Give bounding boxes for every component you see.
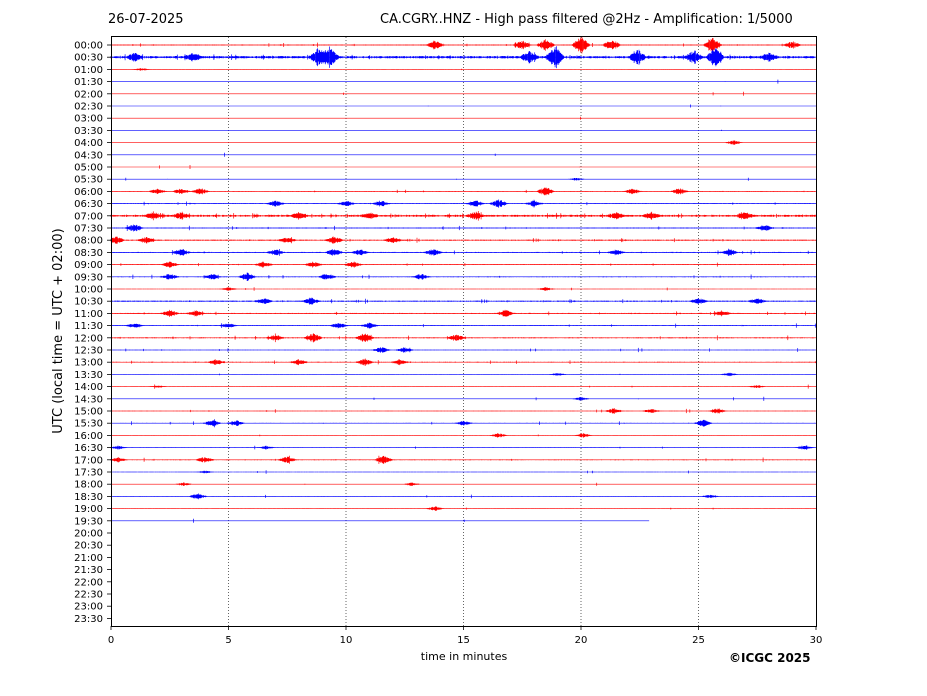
row-label: 04:30 bbox=[74, 150, 103, 161]
row-label: 16:00 bbox=[74, 431, 103, 442]
row-label: 23:30 bbox=[74, 614, 103, 625]
row-label: 02:30 bbox=[74, 102, 103, 113]
x-axis-label: time in minutes bbox=[421, 650, 508, 663]
row-label: 00:30 bbox=[74, 53, 103, 64]
plot-frame bbox=[111, 36, 817, 627]
row-label: 09:00 bbox=[74, 260, 103, 271]
grid-lines bbox=[228, 37, 699, 626]
row-label: 04:00 bbox=[74, 138, 103, 149]
row-label: 15:00 bbox=[74, 407, 103, 418]
row-label: 02:00 bbox=[74, 89, 103, 100]
row-label: 19:00 bbox=[74, 504, 103, 515]
row-label: 22:00 bbox=[74, 577, 103, 588]
row-label: 06:30 bbox=[74, 199, 103, 210]
row-label: 10:00 bbox=[74, 285, 103, 296]
row-label: 05:30 bbox=[74, 175, 103, 186]
row-label: 03:30 bbox=[74, 126, 103, 137]
copyright-label: ©ICGC 2025 bbox=[729, 651, 811, 665]
row-label: 08:00 bbox=[74, 236, 103, 247]
x-tick-label: 0 bbox=[108, 635, 114, 646]
row-label: 12:00 bbox=[74, 333, 103, 344]
x-tick-label: 10 bbox=[340, 635, 353, 646]
row-label: 17:00 bbox=[74, 455, 103, 466]
row-label: 01:30 bbox=[74, 77, 103, 88]
row-label: 10:30 bbox=[74, 297, 103, 308]
x-tick-label: 25 bbox=[692, 635, 705, 646]
row-label: 08:30 bbox=[74, 248, 103, 259]
row-label: 07:30 bbox=[74, 224, 103, 235]
y-axis-label: UTC (local time = UTC + 02:00) bbox=[51, 228, 66, 433]
row-label: 11:30 bbox=[74, 321, 103, 332]
row-label: 21:30 bbox=[74, 565, 103, 576]
row-label: 17:30 bbox=[74, 468, 103, 479]
row-label: 15:30 bbox=[74, 419, 103, 430]
row-label: 14:30 bbox=[74, 394, 103, 405]
row-label: 16:30 bbox=[74, 443, 103, 454]
row-label: 01:00 bbox=[74, 65, 103, 76]
row-label: 11:00 bbox=[74, 309, 103, 320]
row-label: 07:00 bbox=[74, 211, 103, 222]
row-label: 03:00 bbox=[74, 114, 103, 125]
row-label: 20:00 bbox=[74, 529, 103, 540]
x-tick-label: 5 bbox=[225, 635, 231, 646]
row-label: 18:30 bbox=[74, 492, 103, 503]
x-ticks: 0 5 10 15 20 25 30 bbox=[108, 626, 823, 646]
date-label: 26-07-2025 bbox=[108, 12, 184, 27]
row-label: 14:00 bbox=[74, 382, 103, 393]
station-title: CA.CGRY..HNZ - High pass filtered @2Hz -… bbox=[380, 12, 793, 27]
row-label: 20:30 bbox=[74, 541, 103, 552]
row-label: 18:00 bbox=[74, 480, 103, 491]
row-label: 22:30 bbox=[74, 590, 103, 601]
row-label: 12:30 bbox=[74, 346, 103, 357]
row-label: 00:00 bbox=[74, 41, 103, 52]
row-label: 05:00 bbox=[74, 163, 103, 174]
x-tick-label: 15 bbox=[457, 635, 470, 646]
row-label: 13:30 bbox=[74, 370, 103, 381]
row-label: 09:30 bbox=[74, 272, 103, 283]
x-tick-label: 20 bbox=[575, 635, 588, 646]
row-label: 06:00 bbox=[74, 187, 103, 198]
x-tick-label: 30 bbox=[810, 635, 823, 646]
row-label: 13:00 bbox=[74, 358, 103, 369]
row-label: 21:00 bbox=[74, 553, 103, 564]
row-label: 19:30 bbox=[74, 516, 103, 527]
row-label: 23:00 bbox=[74, 602, 103, 613]
